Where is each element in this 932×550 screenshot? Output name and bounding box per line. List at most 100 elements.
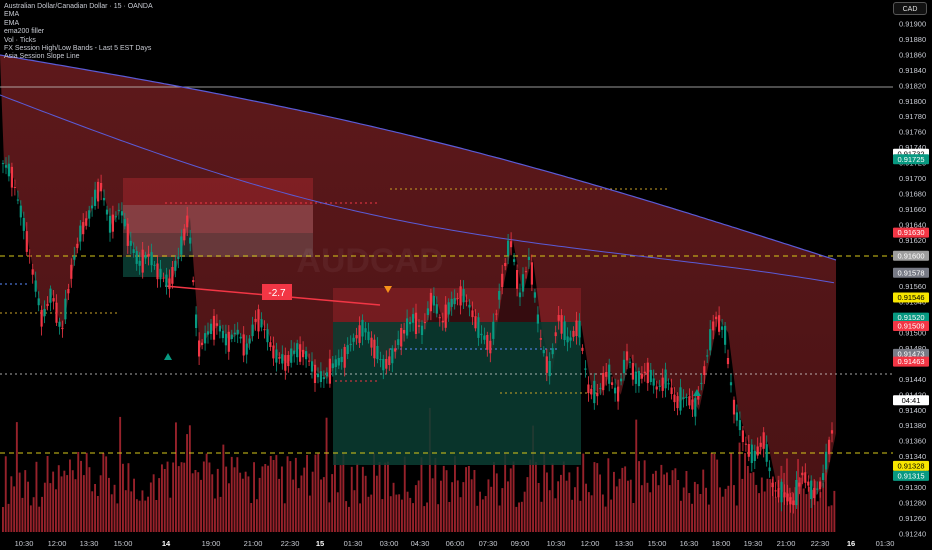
time-tick: 16 xyxy=(847,539,855,548)
candle-up xyxy=(750,444,753,463)
candle-down xyxy=(25,231,28,252)
volume-bar xyxy=(565,480,568,532)
price-tick: 0.91900 xyxy=(899,20,926,29)
legend-indicator[interactable]: ema200 filler xyxy=(4,28,45,36)
legend-indicator[interactable]: EMA xyxy=(4,11,20,19)
volume-bar xyxy=(336,492,339,532)
candle-down xyxy=(444,304,447,328)
volume-bar xyxy=(498,505,501,532)
volume-bar xyxy=(381,499,384,532)
volume-bar xyxy=(194,470,197,532)
volume-bar xyxy=(108,477,110,532)
volume-bar xyxy=(69,459,71,532)
volume-bar xyxy=(373,453,375,532)
candle-up xyxy=(634,371,637,384)
volume-bar xyxy=(719,487,721,532)
price-tick: 0.91560 xyxy=(899,282,926,291)
volume-bar xyxy=(141,490,144,532)
volume-bar xyxy=(219,496,222,532)
price-tick: 0.91380 xyxy=(899,421,926,430)
candle-up xyxy=(7,163,10,177)
candle-down xyxy=(643,371,646,373)
volume-bar xyxy=(52,471,55,532)
candle-up xyxy=(738,420,741,431)
price-label-bg xyxy=(893,250,929,261)
candle-up xyxy=(88,210,91,219)
legend-indicator[interactable]: Asia Session Slope Line xyxy=(4,53,80,61)
volume-bar xyxy=(105,456,108,532)
volume-bar xyxy=(735,505,738,532)
volume-bar xyxy=(610,499,613,532)
volume-bar xyxy=(774,496,777,532)
volume-bar xyxy=(808,486,811,532)
volume-bar xyxy=(32,497,35,532)
time-tick: 19:30 xyxy=(744,539,763,548)
candle-up xyxy=(305,351,308,360)
candle-up xyxy=(91,205,94,209)
candle-up xyxy=(349,343,352,345)
volume-bar xyxy=(359,503,361,532)
time-tick: 21:00 xyxy=(244,539,263,548)
volume-bar xyxy=(811,489,813,532)
volume-bar xyxy=(119,416,122,532)
candle-up xyxy=(566,336,569,343)
legend-title[interactable]: Australian Dollar/Canadian Dollar · 15 ·… xyxy=(4,3,153,10)
volume-bar xyxy=(27,481,29,532)
candle-up xyxy=(614,387,617,394)
legend-indicator[interactable]: EMA xyxy=(4,19,20,27)
volume-bar xyxy=(574,487,576,532)
candle-up xyxy=(679,387,682,411)
time-tick: 15 xyxy=(316,539,324,548)
price-label: 0.91328 xyxy=(897,462,924,471)
volume-bar xyxy=(71,470,74,532)
candle-down xyxy=(504,263,507,267)
volume-bar xyxy=(518,502,520,532)
volume-bar xyxy=(387,461,389,532)
candle-down xyxy=(456,298,459,300)
volume-bar xyxy=(292,479,295,532)
legend-indicator[interactable]: FX Session High/Low Bands - Last 5 EST D… xyxy=(4,45,152,53)
volume-bar xyxy=(596,463,599,532)
volume-bar xyxy=(166,461,169,532)
legend-indicator[interactable]: Vol · Ticks xyxy=(4,36,36,44)
candle-up xyxy=(209,323,213,334)
volume-bar xyxy=(640,485,643,532)
candle-up xyxy=(322,377,325,380)
volume-bar xyxy=(827,506,830,532)
candle-up xyxy=(236,329,239,335)
volume-bar xyxy=(66,475,69,532)
volume-bar xyxy=(401,499,403,532)
price-tick: 0.91680 xyxy=(899,190,926,199)
currency-button[interactable]: CAD xyxy=(893,2,927,15)
volume-bar xyxy=(744,453,746,532)
ema200-fill-area xyxy=(0,55,836,503)
volume-bar xyxy=(638,461,640,532)
candle-up xyxy=(664,369,667,389)
volume-bar xyxy=(135,499,138,532)
volume-bar xyxy=(428,407,431,532)
candle-up xyxy=(120,211,123,216)
price-label-bg xyxy=(893,321,929,331)
candle-up xyxy=(94,189,97,206)
volume-bar xyxy=(41,496,43,532)
candle-up xyxy=(49,288,52,303)
candle-up xyxy=(117,209,120,211)
candle-down xyxy=(423,322,426,324)
volume-bar xyxy=(328,502,331,532)
volume-bar xyxy=(43,482,46,532)
volume-bar xyxy=(668,485,671,532)
volume-bar xyxy=(459,497,462,532)
price-tick: 0.91740 xyxy=(899,143,926,152)
volume-bar xyxy=(766,478,769,532)
price-label-bg xyxy=(893,267,929,278)
session-zone-mid xyxy=(123,205,313,257)
candle-down xyxy=(489,340,492,354)
candle-down xyxy=(111,214,114,232)
candle-down xyxy=(31,269,34,275)
candle-up xyxy=(1,163,5,165)
candle-up xyxy=(230,334,233,339)
volume-bar xyxy=(281,466,283,532)
candle-down xyxy=(385,359,388,369)
candle-up xyxy=(19,205,22,218)
